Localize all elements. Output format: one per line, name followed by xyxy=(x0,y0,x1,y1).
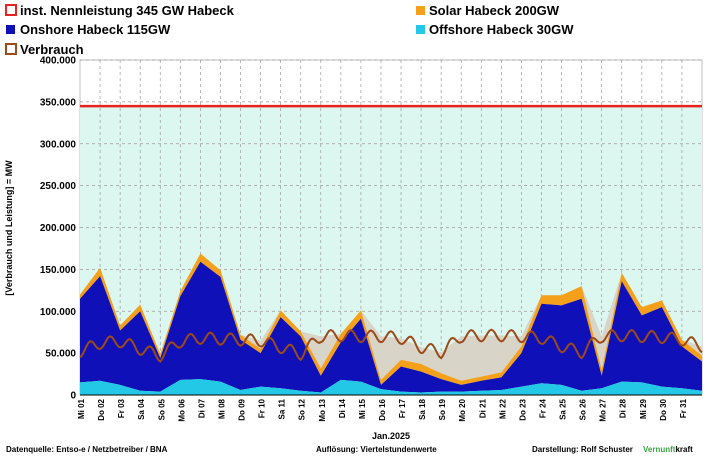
x-tick-label: Sa 04 xyxy=(137,398,146,419)
legend-label-offshore: Offshore Habeck 30GW xyxy=(429,22,574,37)
x-tick-label: Mi 01 xyxy=(77,398,86,419)
x-tick-label: Fr 31 xyxy=(679,398,688,418)
x-tick-label: Mo 20 xyxy=(458,398,467,421)
footer-author: Darstellung: Rolf Schuster xyxy=(532,445,633,454)
footer-brand: Vernunftkraft xyxy=(643,445,693,454)
x-tick-label: Fr 10 xyxy=(258,398,267,418)
legend-swatch-capacity xyxy=(5,4,17,16)
footer-brand-b: kraft xyxy=(675,445,693,454)
series-onshore xyxy=(80,261,702,393)
legend-swatch-consumption xyxy=(5,43,17,55)
series-offshore xyxy=(80,379,702,395)
x-tick-label: Di 28 xyxy=(619,398,628,418)
legend-item-consumption: Verbrauch xyxy=(5,42,84,57)
y-tick-label: 350.000 xyxy=(40,97,77,108)
x-tick-label: Mi 29 xyxy=(639,398,648,419)
x-tick-label: Sa 25 xyxy=(559,398,568,419)
x-tick-label: Do 09 xyxy=(238,398,247,420)
x-tick-label: Sa 11 xyxy=(278,398,287,419)
legend-item-solar: Solar Habeck 200GW xyxy=(416,3,560,18)
y-tick-label: 200.000 xyxy=(40,223,77,234)
x-tick-label: Do 23 xyxy=(518,398,527,420)
x-tick-label: So 12 xyxy=(298,398,307,420)
legend-item-capacity: inst. Nennleistung 345 GW Habeck xyxy=(5,3,235,18)
x-tick-label: Mi 15 xyxy=(358,398,367,419)
y-tick-label: 250.000 xyxy=(40,181,77,192)
x-tick-label: Fr 17 xyxy=(398,398,407,418)
y-axis-ticks: 0 50.000 100.000 150.000 200.000 250.000 300.0… xyxy=(40,56,77,402)
legend-swatch-onshore xyxy=(6,25,15,34)
legend-swatch-solar xyxy=(416,6,425,15)
y-tick-label: 400.000 xyxy=(40,56,77,67)
series-layer xyxy=(79,253,703,395)
x-tick-label: Do 16 xyxy=(378,398,387,420)
x-tick-label: Sa 18 xyxy=(418,398,427,419)
legend-label-capacity: inst. Nennleistung 345 GW Habeck xyxy=(20,3,235,18)
y-tick-label: 100.000 xyxy=(40,307,77,318)
series-consumption xyxy=(79,328,703,363)
x-tick-label: Mi 08 xyxy=(217,398,226,419)
x-tick-label: Do 02 xyxy=(97,398,106,420)
y-tick-label: 50.000 xyxy=(45,349,76,360)
footer-resolution: Auflösung: Viertelstundenwerte xyxy=(316,445,437,454)
footer: Datenquelle: Entso-e / Netzbetreiber / B… xyxy=(6,445,693,454)
footer-brand-a: Vernunft xyxy=(643,445,676,454)
x-tick-label: Fr 24 xyxy=(538,398,547,418)
y-tick-label: 150.000 xyxy=(40,265,77,276)
y-tick-label: 0 xyxy=(70,391,76,402)
y-axis-title: [Verbrauch und Leistung] = MW xyxy=(4,160,14,296)
x-tick-label: Fr 03 xyxy=(117,398,126,418)
legend-label-onshore: Onshore Habeck 115GW xyxy=(20,22,171,37)
x-tick-label: Mo 06 xyxy=(177,398,186,421)
x-tick-label: Di 07 xyxy=(197,398,206,418)
x-axis-ticks: Mi 01 Do 02 Fr 03 Sa 04 So 05 Mo 06 Di 07 Mi 08… xyxy=(77,398,688,421)
legend: inst. Nennleistung 345 GW Habeck Solar H… xyxy=(5,3,574,57)
x-axis-title: Jan.2025 xyxy=(372,431,410,441)
x-tick-label: Mo 27 xyxy=(599,398,608,421)
x-tick-label: So 26 xyxy=(579,398,588,420)
x-tick-label: So 05 xyxy=(157,398,166,420)
x-tick-label: So 19 xyxy=(438,398,447,420)
y-tick-label: 300.000 xyxy=(40,139,77,150)
x-tick-label: Mi 22 xyxy=(498,398,507,419)
footer-source: Datenquelle: Entso-e / Netzbetreiber / B… xyxy=(6,445,168,454)
legend-label-solar: Solar Habeck 200GW xyxy=(429,3,560,18)
x-tick-label: Di 14 xyxy=(338,398,347,418)
x-tick-label: Di 21 xyxy=(478,398,487,418)
consumption-gap-area xyxy=(80,253,702,381)
legend-label-consumption: Verbrauch xyxy=(20,42,84,57)
x-tick-label: Do 30 xyxy=(659,398,668,420)
legend-item-onshore: Onshore Habeck 115GW xyxy=(6,22,171,37)
x-tick-label: Mo 13 xyxy=(318,398,327,421)
legend-swatch-offshore xyxy=(416,25,425,34)
legend-item-offshore: Offshore Habeck 30GW xyxy=(416,22,574,37)
